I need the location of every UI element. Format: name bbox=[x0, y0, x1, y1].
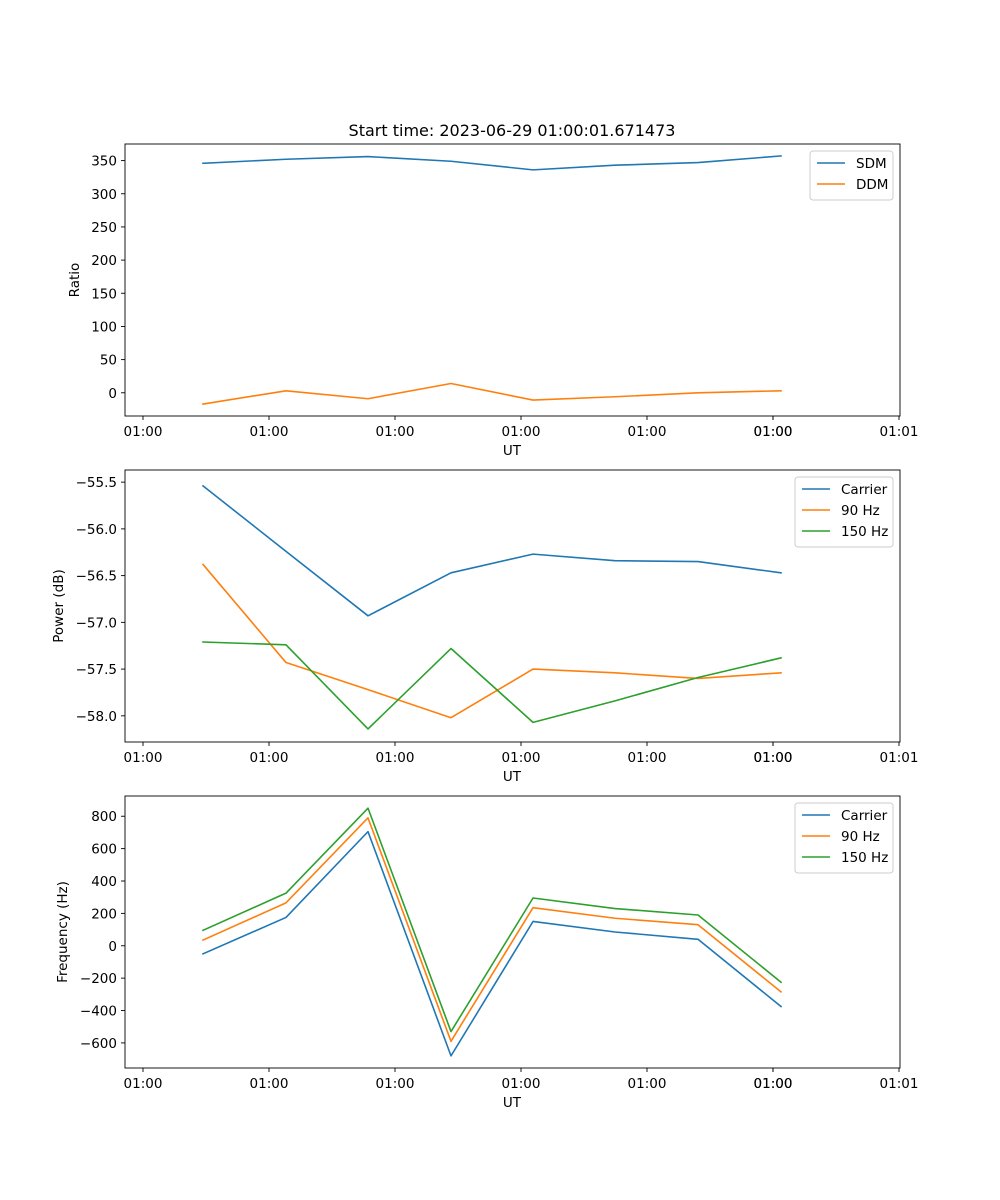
y-tick-label: −400 bbox=[80, 1004, 117, 1020]
x-tick-label: 01:00 bbox=[376, 1076, 415, 1092]
y-tick-label: 0 bbox=[108, 386, 117, 402]
series-line-sdm bbox=[202, 155, 782, 171]
x-axis-label: UT bbox=[503, 443, 522, 459]
x-tick-label: 01:01 bbox=[880, 1076, 919, 1092]
y-tick-label: −600 bbox=[80, 1036, 117, 1052]
legend: SDM DDM bbox=[809, 150, 894, 201]
x-tick-label: 01:00 bbox=[250, 1076, 289, 1092]
legend-box bbox=[794, 802, 894, 874]
y-tick-label: 350 bbox=[91, 154, 117, 170]
legend-box bbox=[794, 476, 894, 548]
x-tick-label: 01:00 bbox=[250, 750, 289, 766]
series-line-150-hz bbox=[202, 641, 782, 730]
legend-label: Carrier bbox=[841, 808, 888, 824]
y-tick-label: 400 bbox=[91, 874, 117, 890]
series-line-90-hz bbox=[201, 817, 783, 1043]
y-axis-label: Power (dB) bbox=[51, 569, 67, 642]
y-tick-label: 800 bbox=[91, 809, 117, 825]
y-tick-label: −200 bbox=[80, 971, 117, 987]
x-tick-label: 01:01 bbox=[880, 750, 919, 766]
figure-title: Start time: 2023-06-29 01:00:01.671473 bbox=[349, 121, 676, 140]
x-tick-label: 01:00 bbox=[628, 750, 667, 766]
x-tick-label: 01:00 bbox=[628, 424, 667, 440]
y-tick-label: 150 bbox=[91, 286, 117, 302]
legend-label: SDM bbox=[856, 156, 887, 172]
legend-label: 150 Hz bbox=[841, 850, 888, 866]
x-axis-label: UT bbox=[503, 1095, 522, 1111]
x-tick-label: 01:00 bbox=[754, 424, 793, 440]
x-tick-label: 01:00 bbox=[754, 1076, 793, 1092]
y-tick-label: 200 bbox=[91, 906, 117, 922]
y-axis-label: Frequency (Hz) bbox=[55, 881, 71, 983]
series-line-carrier bbox=[201, 830, 783, 1057]
y-tick-label: −57.5 bbox=[76, 662, 117, 678]
x-tick-label: 01:00 bbox=[250, 424, 289, 440]
y-tick-label: 100 bbox=[91, 319, 117, 335]
x-tick-label: 01:00 bbox=[376, 750, 415, 766]
x-tick-label: 01:00 bbox=[376, 424, 415, 440]
y-tick-label: 50 bbox=[100, 353, 117, 369]
plot-frame bbox=[124, 469, 901, 743]
legend-label: Carrier bbox=[841, 482, 888, 498]
legend-label: 90 Hz bbox=[841, 503, 880, 519]
legend: Carrier 90 Hz 150 Hz bbox=[794, 802, 894, 874]
x-tick-label: 01:00 bbox=[502, 1076, 541, 1092]
x-tick-label: 01:00 bbox=[124, 1076, 163, 1092]
series-line-ddm bbox=[202, 382, 782, 405]
x-axis-label: UT bbox=[503, 769, 522, 785]
x-tick-label: 01:00 bbox=[124, 750, 163, 766]
x-tick-label: 01:00 bbox=[124, 424, 163, 440]
x-tick-label: 01:00 bbox=[628, 1076, 667, 1092]
y-tick-label: −56.5 bbox=[76, 569, 117, 585]
series-line-150-hz bbox=[201, 807, 783, 1033]
y-tick-label: −58.0 bbox=[76, 709, 117, 725]
y-tick-label: 300 bbox=[91, 187, 117, 203]
y-tick-label: 0 bbox=[108, 939, 117, 955]
x-tick-label: 01:00 bbox=[502, 424, 541, 440]
y-tick-label: 200 bbox=[91, 253, 117, 269]
y-tick-label: −56.0 bbox=[76, 522, 117, 538]
x-tick-label: 01:01 bbox=[880, 424, 919, 440]
series-line-90-hz bbox=[201, 563, 782, 719]
series-line-carrier bbox=[201, 484, 782, 617]
y-tick-label: 250 bbox=[91, 220, 117, 236]
legend-label: DDM bbox=[856, 177, 888, 193]
legend-label: 90 Hz bbox=[841, 829, 880, 845]
y-tick-label: −55.5 bbox=[76, 475, 117, 491]
legend-label: 150 Hz bbox=[841, 524, 888, 540]
x-tick-label: 01:00 bbox=[502, 750, 541, 766]
x-tick-label: 01:00 bbox=[754, 424, 793, 440]
y-axis-label: Ratio bbox=[67, 263, 83, 298]
plot-frame bbox=[124, 795, 901, 1069]
plot-frame bbox=[124, 143, 901, 417]
x-tick-label: 01:00 bbox=[754, 1076, 793, 1092]
y-tick-label: 600 bbox=[91, 842, 117, 858]
legend: Carrier 90 Hz 150 Hz bbox=[794, 476, 894, 548]
y-tick-label: −57.0 bbox=[76, 615, 117, 631]
x-tick-label: 01:00 bbox=[754, 750, 793, 766]
x-tick-label: 01:00 bbox=[754, 750, 793, 766]
